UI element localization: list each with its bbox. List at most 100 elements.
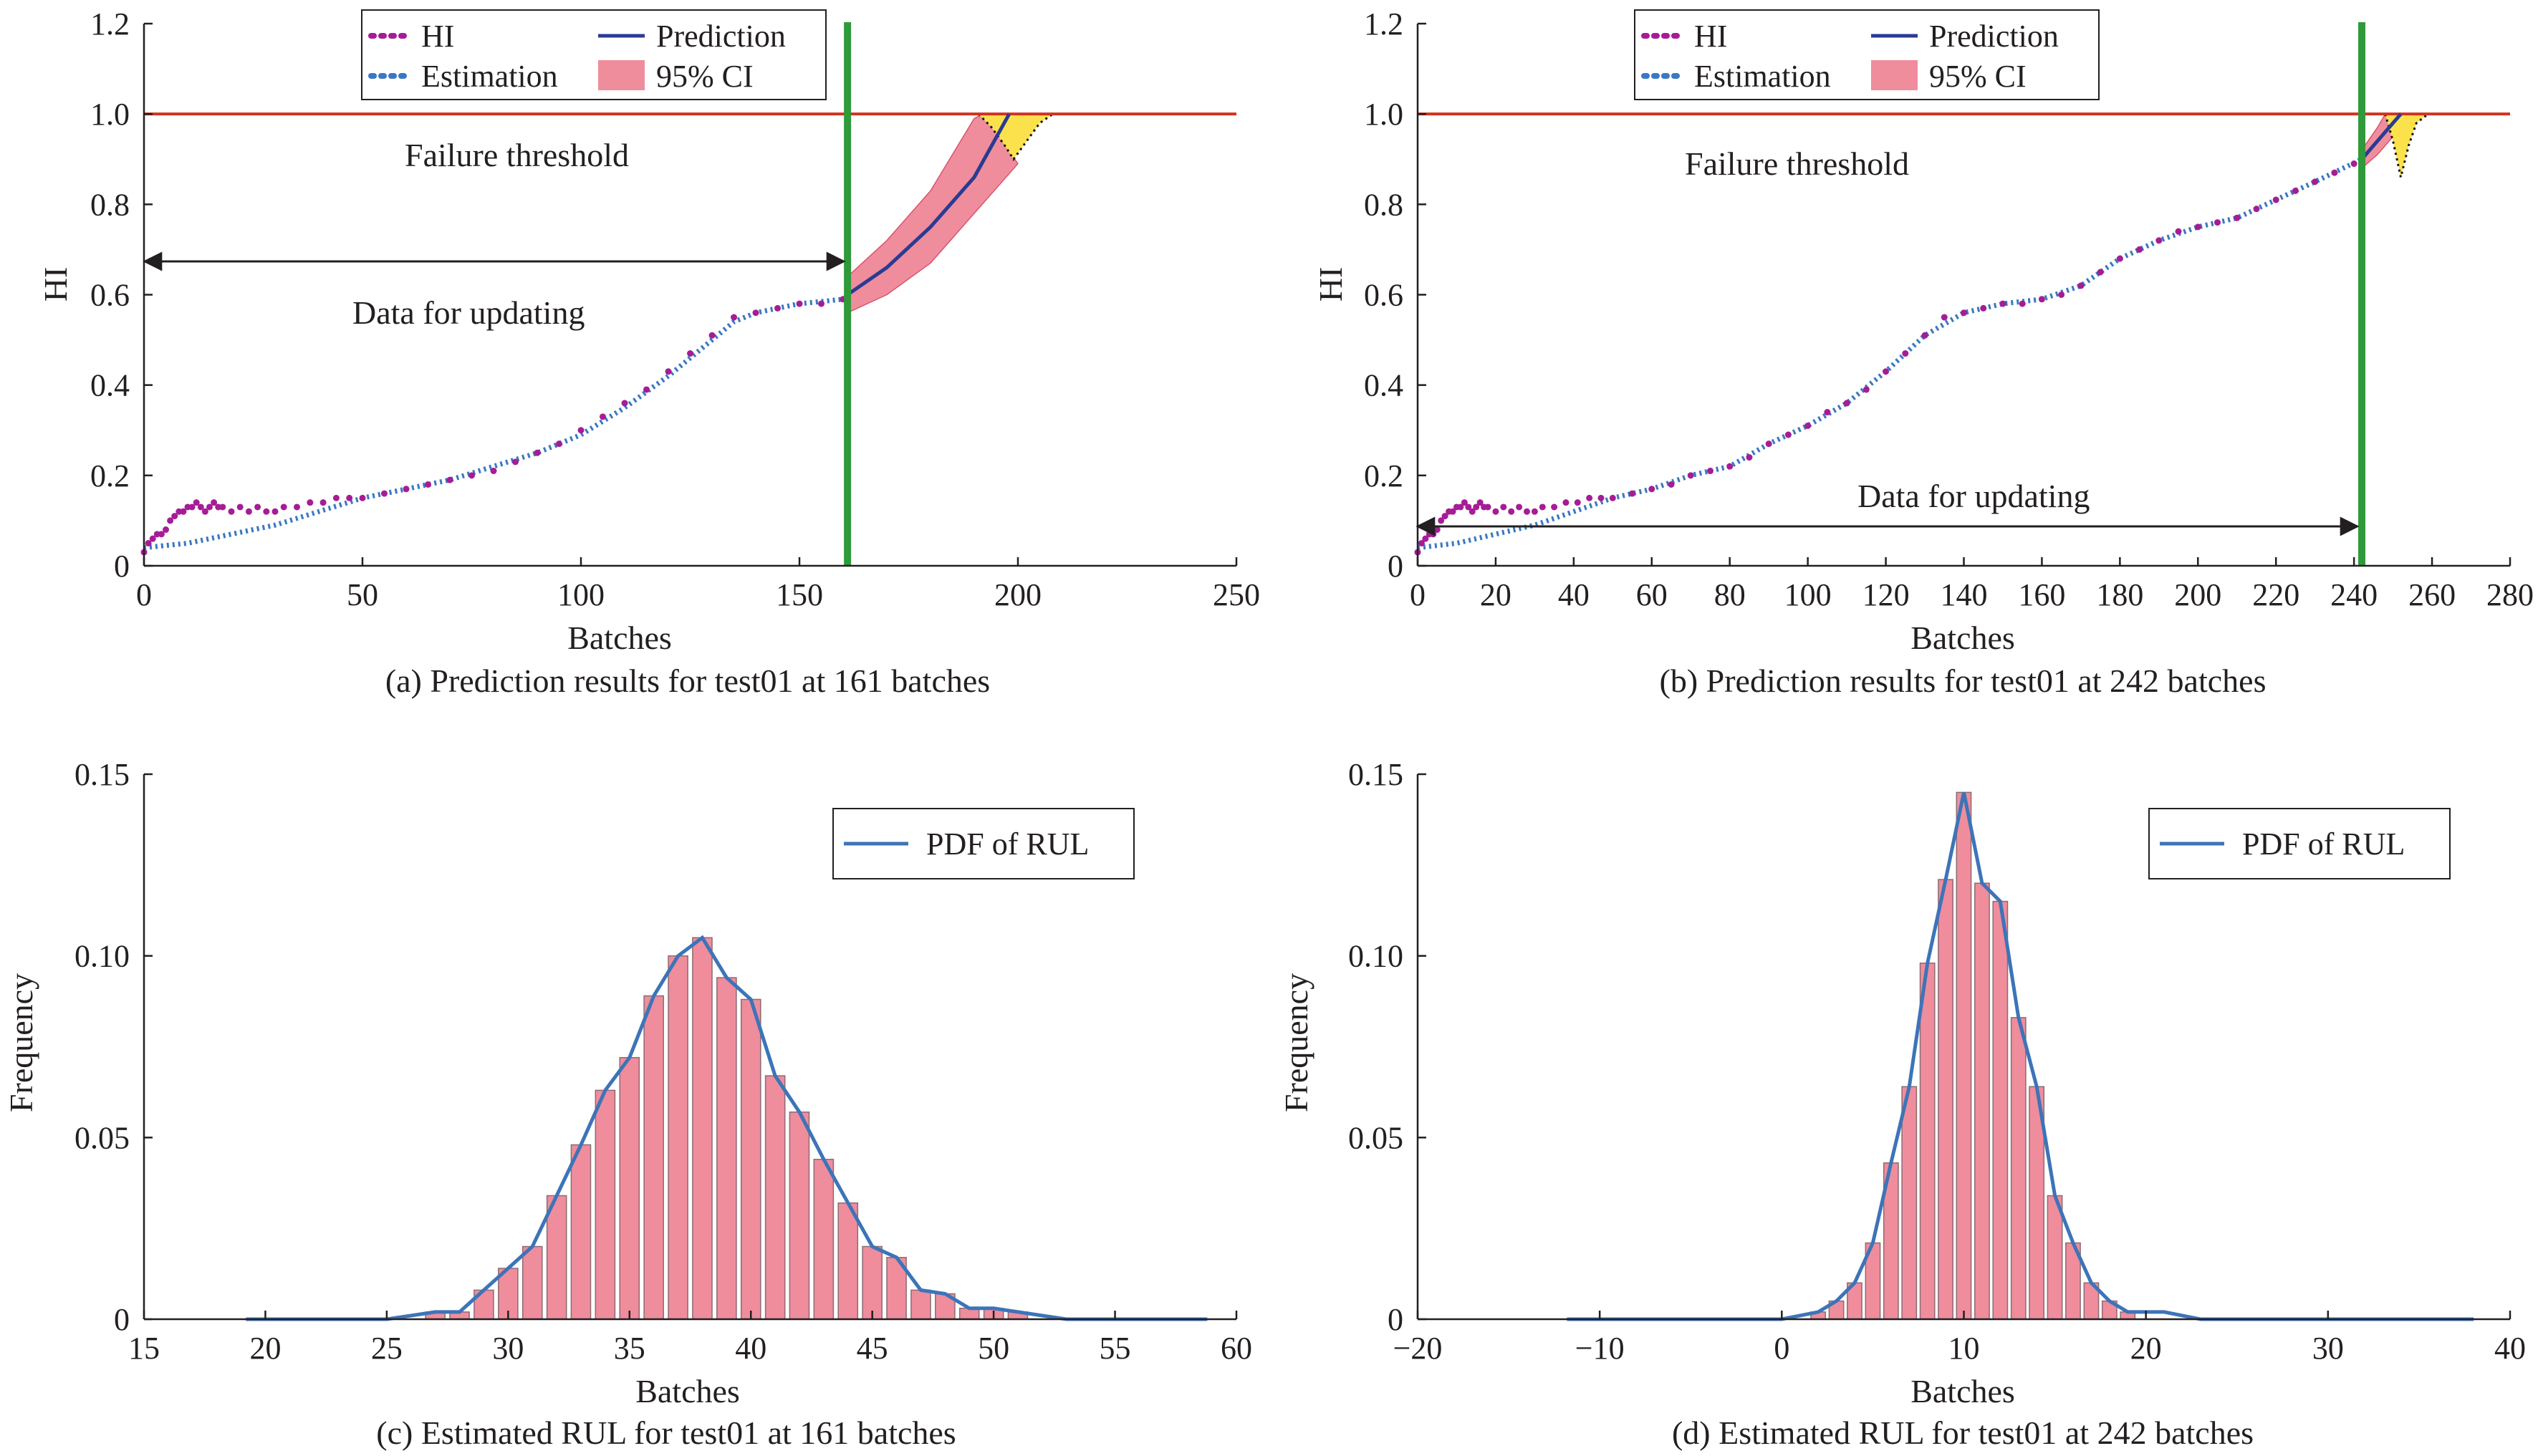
legend-estimation-label: Estimation (1694, 59, 1831, 94)
hi-point (2038, 296, 2045, 303)
hi-point (1980, 304, 1987, 312)
hi-point (381, 490, 388, 497)
hi-point (2331, 169, 2338, 176)
legend-prediction-label: Prediction (1929, 19, 2059, 54)
x-tick-label: 0 (136, 577, 152, 612)
panel-caption: (b) Prediction results for test01 at 242… (1660, 662, 2267, 699)
hi-point (188, 503, 196, 511)
legend-hi-label: HI (1694, 19, 1727, 54)
hi-point (1422, 535, 1429, 542)
prediction-line (846, 112, 1011, 296)
panel-b-legend: HI Prediction Estimation 95% CI (1634, 9, 2100, 100)
histogram-bar (643, 995, 664, 1320)
legend-ci-swatch (1871, 60, 1918, 90)
rul-pdf-shape (976, 112, 1057, 161)
hi-point (1746, 454, 1753, 461)
histogram-bar (1992, 900, 2009, 1320)
hi-point (2116, 255, 2123, 262)
hi-point (245, 508, 252, 515)
hi-point (2155, 237, 2163, 244)
x-tick-label: 50 (347, 577, 378, 612)
x-tick-label: 35 (614, 1331, 645, 1366)
hi-point (534, 449, 541, 456)
y-tick-label: 0 (1388, 549, 1403, 584)
hi-point (263, 508, 270, 515)
hi-point (752, 309, 759, 317)
hi-point (1687, 472, 1694, 479)
y-tick-label: 0.05 (1348, 1120, 1403, 1155)
hi-point (1726, 463, 1734, 470)
x-tick-label: 40 (735, 1331, 766, 1366)
hi-point (145, 539, 152, 546)
hi-point (149, 535, 156, 542)
hi-point (228, 508, 235, 515)
hi-point (2194, 223, 2201, 231)
hi-point (687, 350, 693, 357)
histogram-bar (764, 1075, 786, 1320)
panel-c-rul-histogram: 15 20 25 30 35 40 45 50 55 60 0 0.05 0.10 0.15 PDF of… (3, 757, 1252, 1451)
histogram-bar (546, 1195, 567, 1320)
histogram-bar (595, 1089, 616, 1320)
histogram-bar (813, 1159, 835, 1320)
x-tick-label: 10 (1948, 1331, 1980, 1366)
panel-a-prediction-chart: 0 50 100 150 200 250 0 0.2 0.4 0.6 0.8 1.0 1.2 HI Pr… (37, 6, 1260, 699)
hi-point (1999, 300, 2006, 307)
x-tick-label: 20 (1480, 577, 1511, 612)
histogram-bar (692, 937, 713, 1320)
hi-point (1473, 503, 1480, 511)
x-axis-label: Batches (1910, 619, 2015, 656)
x-tick-label: 280 (2486, 577, 2534, 612)
hi-point (2350, 160, 2357, 168)
hi-point (446, 476, 453, 483)
y-tick-label: 1.2 (1364, 6, 1403, 42)
x-tick-label: 40 (2494, 1331, 2526, 1366)
hi-point (1469, 508, 1476, 515)
hi-point (665, 368, 672, 375)
legend-estimation-label: Estimation (421, 59, 558, 94)
hi-point (2214, 219, 2221, 226)
histogram-bar (837, 1202, 859, 1320)
x-axis-label: Batches (635, 1373, 740, 1409)
y-tick-label: 0 (114, 1302, 130, 1337)
hi-point (1500, 503, 1507, 511)
hi-point (621, 400, 628, 407)
legend-pdf-label: PDF of RUL (926, 826, 1089, 862)
hi-point (1531, 508, 1538, 515)
hi-point (2292, 187, 2299, 194)
hi-point (1784, 431, 1792, 438)
x-tick-label: 100 (1784, 577, 1832, 612)
hi-point (307, 499, 314, 506)
x-tick-label: −10 (1575, 1331, 1625, 1366)
hi-point (1551, 503, 1558, 511)
hi-point (294, 503, 300, 511)
pdf-line (1567, 791, 2474, 1321)
panel-a-plot-area: 0 50 100 150 200 250 0 0.2 0.4 0.6 0.8 1.0 1.2 (90, 6, 1260, 612)
hi-point (180, 508, 187, 515)
hi-point (403, 486, 410, 493)
y-tick-label: 0 (1388, 1302, 1403, 1337)
hi-point (556, 440, 562, 448)
x-tick-label: 150 (776, 577, 823, 612)
hi-point (197, 503, 204, 511)
x-tick-label: 30 (2312, 1331, 2344, 1366)
hi-point (1457, 503, 1464, 511)
hi-point (236, 503, 244, 511)
hi-point (577, 427, 585, 434)
hi-point (1765, 440, 1772, 448)
x-tick-label: 120 (1862, 577, 1910, 612)
x-tick-label: 30 (492, 1331, 524, 1366)
y-tick-label: 0.8 (1364, 187, 1403, 222)
histogram-bar (862, 1245, 883, 1320)
hi-point (1883, 368, 1890, 375)
prediction-line (2360, 112, 2403, 160)
panel-b-plot-area: 0 20 40 60 80 100 120 140 160 180 200 220 240 260 280 0… (1364, 6, 2534, 612)
histogram-bar (1901, 1086, 1918, 1320)
failure-threshold-label: Failure threshold (405, 137, 629, 173)
x-tick-label: 240 (2330, 577, 2378, 612)
x-tick-label: 80 (1714, 577, 1746, 612)
hi-point (1902, 350, 1909, 357)
hi-point (708, 332, 716, 339)
panel-a-legend: HI Prediction Estimation 95% CI (361, 9, 827, 100)
hi-point (643, 386, 650, 393)
hi-point (1609, 494, 1616, 501)
